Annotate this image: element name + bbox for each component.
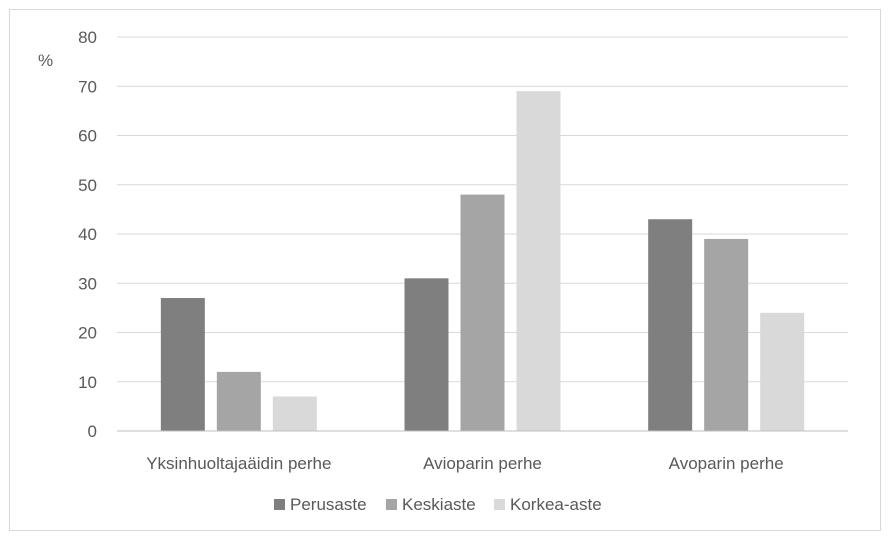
y-tick-label: 60 bbox=[78, 127, 97, 146]
y-tick-label: 40 bbox=[78, 225, 97, 244]
legend-swatch-keskiaste bbox=[386, 499, 397, 510]
y-axis-label: % bbox=[38, 51, 53, 70]
y-tick-label: 10 bbox=[78, 373, 97, 392]
x-axis-categories: Yksinhuoltajaäidin perhe Avioparin perhe A… bbox=[146, 454, 783, 473]
bar-korkea-aste-0 bbox=[272, 396, 317, 431]
legend-label-korkea-aste: Korkea-aste bbox=[510, 495, 602, 514]
x-category-label: Yksinhuoltajaäidin perhe bbox=[146, 454, 331, 473]
y-tick-label: 80 bbox=[78, 28, 97, 47]
legend: Perusaste Keskiaste Korkea-aste bbox=[274, 495, 602, 514]
bar-keskiaste-0 bbox=[216, 371, 261, 431]
bar-keskiaste-2 bbox=[704, 238, 749, 431]
y-tick-label: 20 bbox=[78, 324, 97, 343]
y-tick-label: 50 bbox=[78, 176, 97, 195]
bar-perusaste-1 bbox=[404, 278, 449, 431]
legend-label-keskiaste: Keskiaste bbox=[402, 495, 476, 514]
bars bbox=[160, 91, 805, 432]
chart-frame bbox=[9, 9, 881, 531]
legend-swatch-korkea-aste bbox=[494, 499, 505, 510]
x-category-label: Avoparin perhe bbox=[669, 454, 784, 473]
y-axis-ticks: 0 10 20 30 40 50 60 70 80 bbox=[78, 28, 97, 441]
legend-swatch-perusaste bbox=[274, 499, 285, 510]
y-tick-label: 30 bbox=[78, 274, 97, 293]
bar-korkea-aste-1 bbox=[516, 91, 561, 432]
bar-perusaste-2 bbox=[648, 219, 693, 431]
bar-korkea-aste-2 bbox=[760, 312, 805, 431]
legend-label-perusaste: Perusaste bbox=[290, 495, 367, 514]
x-category-label: Avioparin perhe bbox=[423, 454, 542, 473]
bar-keskiaste-1 bbox=[460, 194, 505, 431]
bar-perusaste-0 bbox=[160, 298, 205, 431]
y-tick-label: 0 bbox=[88, 422, 97, 441]
y-tick-label: 70 bbox=[78, 77, 97, 96]
